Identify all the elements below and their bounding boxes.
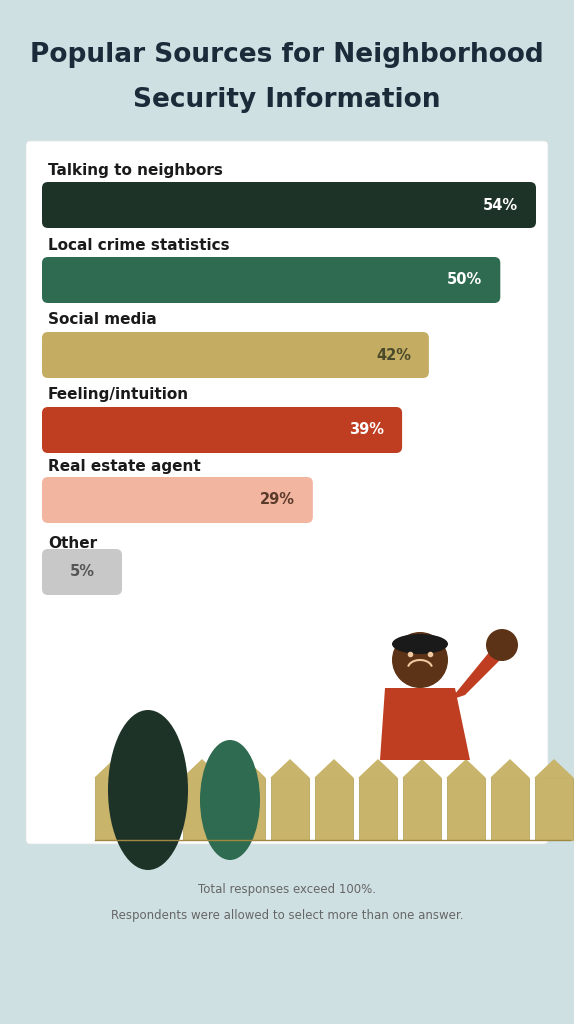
Text: 50%: 50% — [447, 272, 482, 288]
FancyBboxPatch shape — [42, 407, 402, 453]
Polygon shape — [315, 760, 353, 778]
Circle shape — [392, 632, 448, 688]
FancyBboxPatch shape — [26, 141, 548, 844]
Text: Other: Other — [48, 536, 97, 551]
Polygon shape — [380, 688, 470, 760]
FancyBboxPatch shape — [227, 778, 265, 840]
Text: Total responses exceed 100%.: Total responses exceed 100%. — [198, 884, 376, 896]
Ellipse shape — [200, 740, 260, 860]
FancyBboxPatch shape — [183, 778, 221, 840]
Polygon shape — [271, 760, 309, 778]
FancyBboxPatch shape — [139, 778, 177, 840]
Ellipse shape — [108, 710, 188, 870]
FancyBboxPatch shape — [315, 778, 353, 840]
Text: Local crime statistics: Local crime statistics — [48, 238, 230, 253]
FancyBboxPatch shape — [42, 549, 122, 595]
Text: Feeling/intuition: Feeling/intuition — [48, 387, 189, 402]
FancyBboxPatch shape — [491, 778, 529, 840]
Text: Real estate agent: Real estate agent — [48, 460, 201, 474]
Ellipse shape — [392, 634, 448, 654]
Polygon shape — [447, 760, 485, 778]
Polygon shape — [403, 760, 441, 778]
Text: Security Information: Security Information — [133, 87, 441, 113]
Text: Popular Sources for Neighborhood: Popular Sources for Neighborhood — [30, 42, 544, 68]
FancyBboxPatch shape — [42, 477, 313, 523]
FancyBboxPatch shape — [95, 778, 133, 840]
Polygon shape — [491, 760, 529, 778]
FancyBboxPatch shape — [271, 778, 309, 840]
Polygon shape — [359, 760, 397, 778]
Text: 29%: 29% — [260, 493, 295, 508]
Polygon shape — [450, 645, 510, 700]
Polygon shape — [183, 760, 221, 778]
Text: 5%: 5% — [69, 564, 95, 580]
Text: 42%: 42% — [376, 347, 411, 362]
Text: 39%: 39% — [349, 423, 384, 437]
FancyBboxPatch shape — [447, 778, 485, 840]
Polygon shape — [535, 760, 573, 778]
Text: 54%: 54% — [483, 198, 518, 213]
Polygon shape — [227, 760, 265, 778]
Text: Talking to neighbors: Talking to neighbors — [48, 163, 223, 177]
FancyBboxPatch shape — [42, 332, 429, 378]
FancyBboxPatch shape — [42, 257, 501, 303]
FancyBboxPatch shape — [359, 778, 397, 840]
FancyBboxPatch shape — [403, 778, 441, 840]
Text: Respondents were allowed to select more than one answer.: Respondents were allowed to select more … — [111, 908, 463, 922]
Polygon shape — [95, 760, 133, 778]
FancyBboxPatch shape — [42, 182, 536, 228]
FancyBboxPatch shape — [535, 778, 573, 840]
Text: Social media: Social media — [48, 312, 157, 328]
Circle shape — [486, 629, 518, 662]
Polygon shape — [139, 760, 177, 778]
